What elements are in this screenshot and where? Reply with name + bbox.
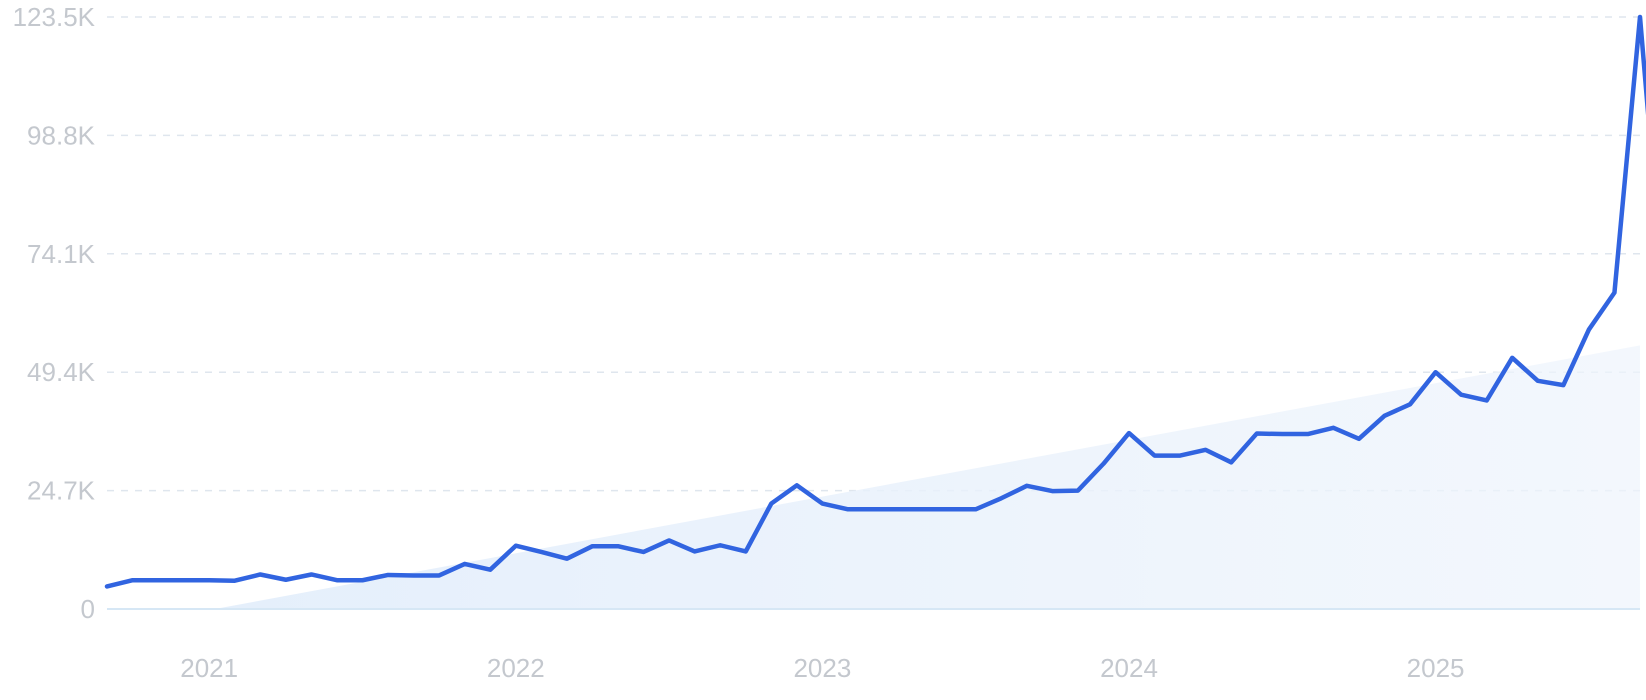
- y-tick-label: 49.4K: [27, 357, 96, 387]
- x-tick-label: 2025: [1407, 653, 1465, 683]
- x-tick-label: 2021: [180, 653, 238, 683]
- y-tick-label: 74.1K: [27, 239, 96, 269]
- series-line: [104, 14, 1646, 589]
- y-tick-label: 24.7K: [27, 476, 96, 506]
- y-axis-ticks: 0 24.7K 49.4K 74.1K 98.8K 123.5K: [13, 2, 96, 624]
- trend-area: [215, 345, 1640, 609]
- y-tick-label: 123.5K: [13, 2, 96, 32]
- x-tick-label: 2023: [793, 653, 851, 683]
- y-tick-label: 98.8K: [27, 120, 96, 150]
- x-axis-ticks: 2021 2022 2023 2024 2025: [180, 653, 1464, 683]
- y-tick-label: 0: [81, 594, 95, 624]
- x-tick-label: 2022: [487, 653, 545, 683]
- x-tick-label: 2024: [1100, 653, 1158, 683]
